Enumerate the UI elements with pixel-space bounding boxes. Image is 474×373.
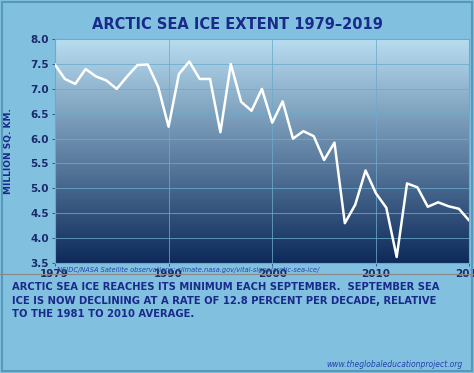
Text: NSIDC/NASA Satellite observations; climate.nasa.gov/vital-signs/arctic-sea-ice/: NSIDC/NASA Satellite observations; clima…	[57, 267, 319, 273]
Text: www.theglobaleducationproject.org: www.theglobaleducationproject.org	[326, 360, 462, 369]
Text: MILLION SQ. KM.: MILLION SQ. KM.	[4, 108, 13, 194]
Text: ARCTIC SEA ICE REACHES ITS MINIMUM EACH SEPTEMBER.  SEPTEMBER SEA
ICE IS NOW DEC: ARCTIC SEA ICE REACHES ITS MINIMUM EACH …	[12, 282, 439, 319]
Text: ARCTIC SEA ICE EXTENT 1979–2019: ARCTIC SEA ICE EXTENT 1979–2019	[91, 17, 383, 32]
